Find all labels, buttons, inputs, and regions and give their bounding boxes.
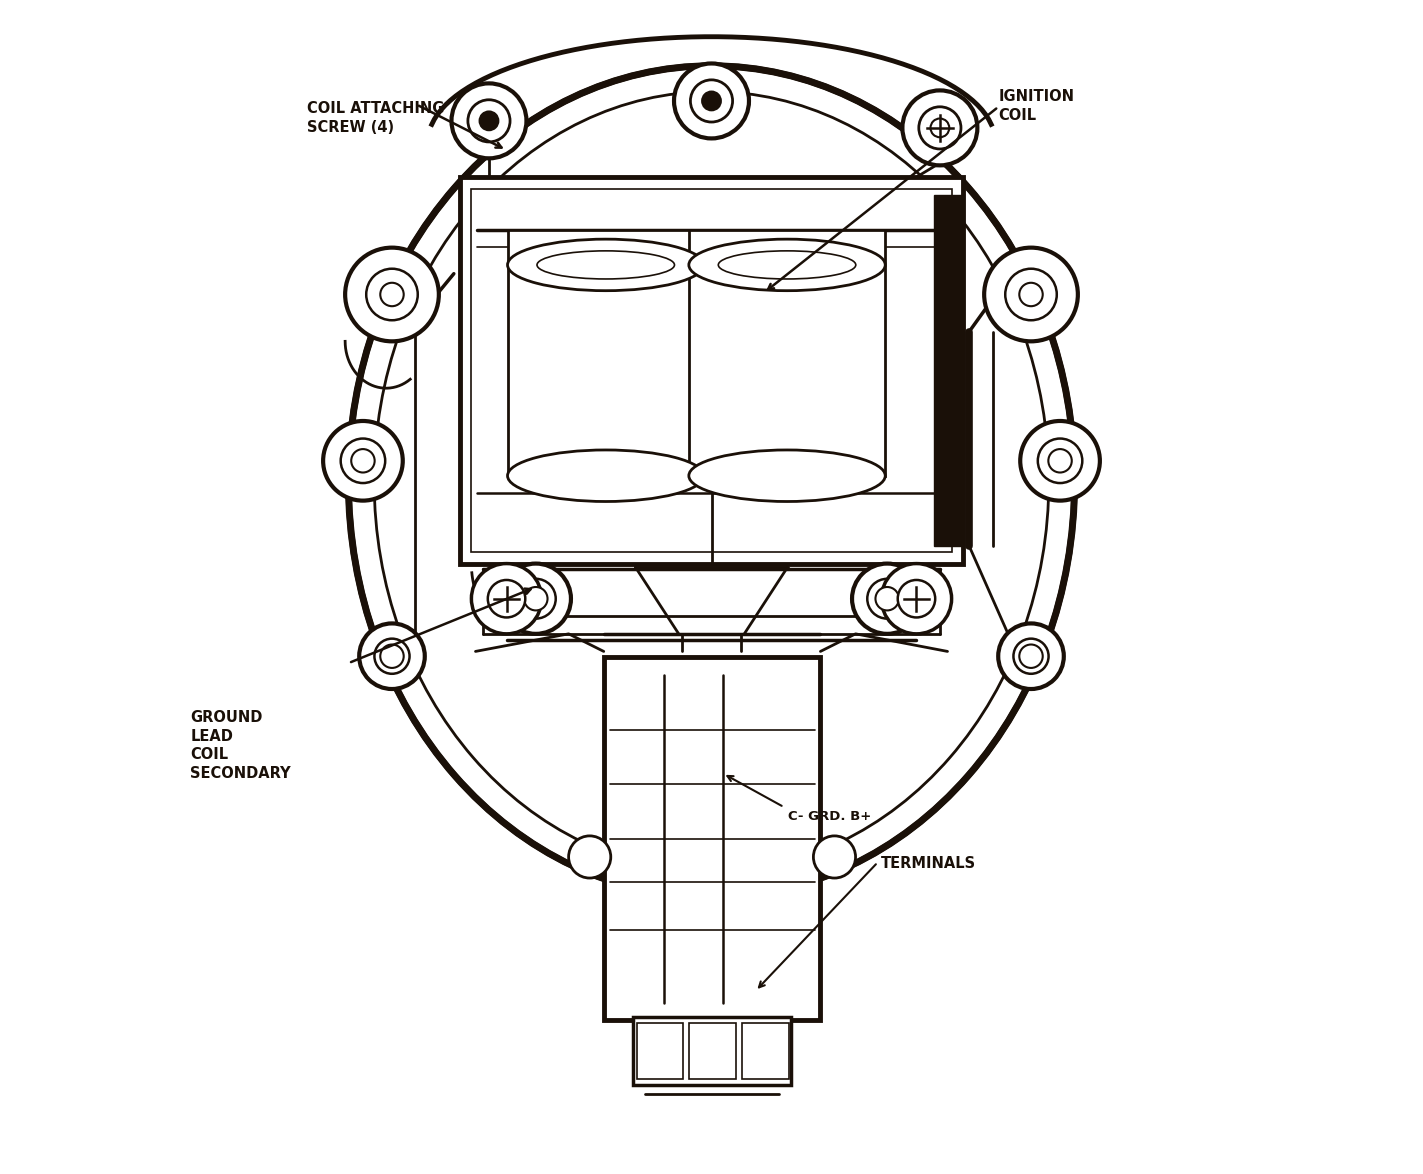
Bar xyxy=(633,1017,791,1085)
Bar xyxy=(471,189,952,552)
Circle shape xyxy=(374,639,410,674)
Circle shape xyxy=(1005,269,1057,321)
Text: IGNITION
COIL: IGNITION COIL xyxy=(999,89,1074,123)
Circle shape xyxy=(501,564,571,634)
Circle shape xyxy=(867,579,906,619)
Circle shape xyxy=(902,90,978,166)
Circle shape xyxy=(919,107,961,149)
Text: COIL ATTACHING
SCREW (4): COIL ATTACHING SCREW (4) xyxy=(307,101,445,135)
Ellipse shape xyxy=(536,251,675,279)
Circle shape xyxy=(340,439,386,483)
Circle shape xyxy=(569,836,610,878)
Bar xyxy=(508,230,704,475)
Circle shape xyxy=(351,450,374,472)
Bar xyxy=(636,1023,683,1079)
Circle shape xyxy=(471,564,542,634)
Ellipse shape xyxy=(508,450,704,501)
Bar xyxy=(933,195,963,546)
Bar xyxy=(689,230,885,475)
Text: C- GRD. B+: C- GRD. B+ xyxy=(787,810,871,823)
Circle shape xyxy=(468,100,509,142)
Circle shape xyxy=(366,269,418,321)
Circle shape xyxy=(380,645,404,668)
Circle shape xyxy=(1037,439,1083,483)
Bar xyxy=(689,1023,736,1079)
Circle shape xyxy=(998,623,1064,689)
Ellipse shape xyxy=(719,251,855,279)
Circle shape xyxy=(881,564,952,634)
Bar xyxy=(741,1023,788,1079)
Circle shape xyxy=(852,564,922,634)
Circle shape xyxy=(323,421,403,500)
Circle shape xyxy=(451,83,527,158)
Circle shape xyxy=(898,580,935,618)
Circle shape xyxy=(814,836,855,878)
Ellipse shape xyxy=(349,66,1074,897)
Circle shape xyxy=(1020,421,1100,500)
Circle shape xyxy=(346,248,438,342)
Circle shape xyxy=(1019,645,1043,668)
Circle shape xyxy=(702,92,721,110)
Bar xyxy=(603,657,821,1020)
Ellipse shape xyxy=(689,450,885,501)
Circle shape xyxy=(931,119,949,137)
Circle shape xyxy=(690,80,733,122)
Circle shape xyxy=(875,587,899,610)
Circle shape xyxy=(675,63,748,139)
Ellipse shape xyxy=(508,239,704,291)
Circle shape xyxy=(1049,450,1072,472)
Text: TERMINALS: TERMINALS xyxy=(881,856,976,871)
Ellipse shape xyxy=(689,239,885,291)
Circle shape xyxy=(524,587,548,610)
Circle shape xyxy=(985,248,1077,342)
Circle shape xyxy=(488,580,525,618)
Text: GROUND
LEAD
COIL
SECONDARY: GROUND LEAD COIL SECONDARY xyxy=(191,710,290,781)
Circle shape xyxy=(1013,639,1049,674)
Circle shape xyxy=(380,283,404,306)
Circle shape xyxy=(359,623,425,689)
Circle shape xyxy=(1019,283,1043,306)
Circle shape xyxy=(480,112,498,130)
Bar xyxy=(460,177,963,564)
Circle shape xyxy=(517,579,556,619)
